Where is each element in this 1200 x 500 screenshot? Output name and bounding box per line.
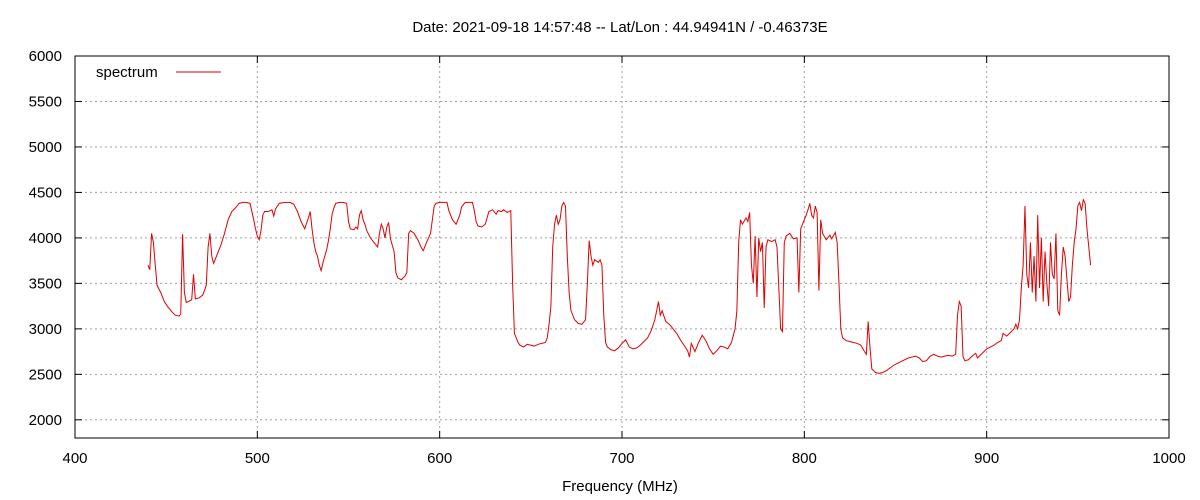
x-tick-label: 700 (609, 450, 634, 467)
y-tick-label: 4500 (29, 184, 62, 201)
x-tick-label: 600 (427, 450, 452, 467)
x-tick-label: 900 (974, 450, 999, 467)
y-tick-label: 5500 (29, 93, 62, 110)
legend: spectrum (96, 64, 221, 81)
y-tick-label: 5000 (29, 139, 62, 156)
x-tick-label: 1000 (1152, 450, 1185, 467)
y-tick-label: 6000 (29, 48, 62, 65)
y-tick-label: 4000 (29, 230, 62, 247)
y-tick-label: 3500 (29, 275, 62, 292)
x-tick-label: 800 (792, 450, 817, 467)
grid-lines (75, 56, 1169, 438)
x-tick-label: 400 (62, 450, 87, 467)
chart-title: Date: 2021-09-18 14:57:48 -- Lat/Lon : 4… (412, 19, 827, 36)
x-tick-labels: 400 500 600 700 800 900 1000 (62, 450, 1185, 467)
x-axis-label: Frequency (MHz) (562, 478, 678, 495)
y-tick-label: 3000 (29, 321, 62, 338)
y-tick-label: 2000 (29, 412, 62, 429)
y-tick-label: 2500 (29, 366, 62, 383)
y-tick-labels: 2000 2500 3000 3500 4000 4500 5000 5500 6000 (29, 48, 62, 429)
spectrum-series-line (147, 198, 1092, 374)
legend-label-spectrum: spectrum (96, 64, 158, 81)
axis-ticks (74, 55, 1170, 438)
x-tick-label: 500 (245, 450, 270, 467)
